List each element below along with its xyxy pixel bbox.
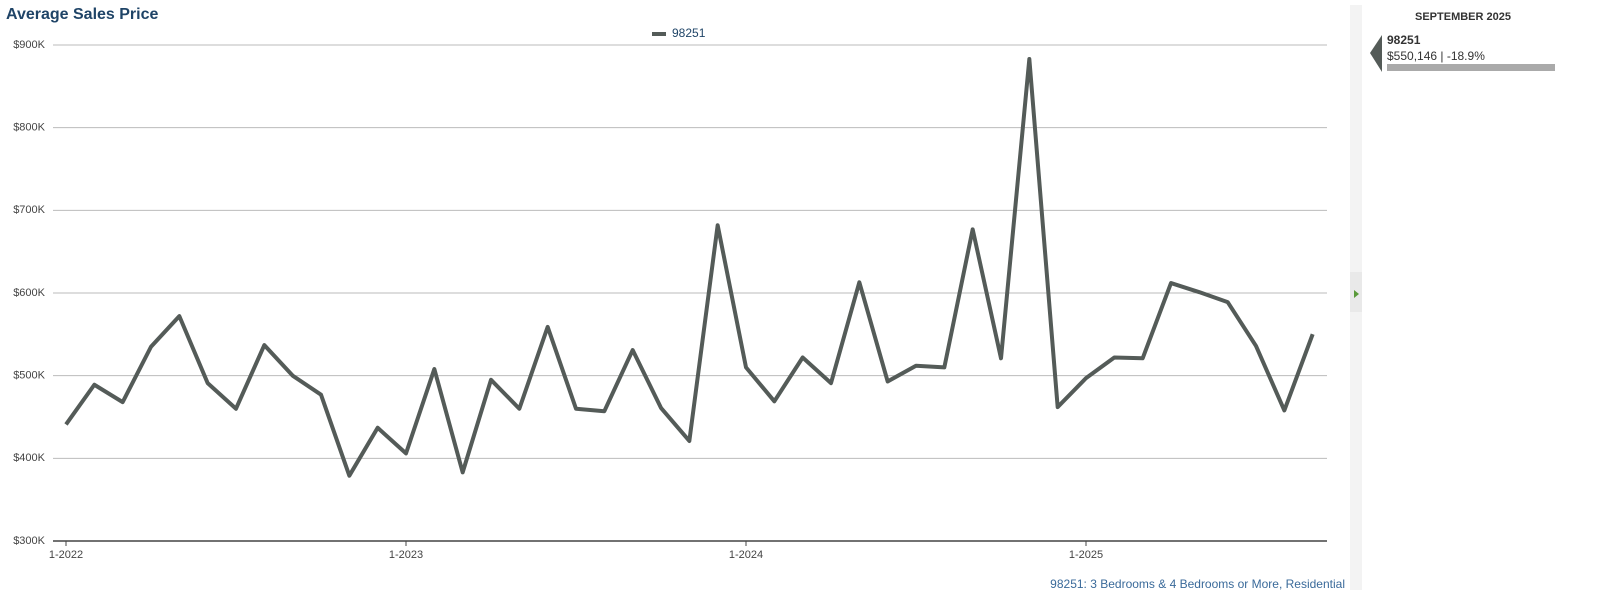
- chart-title: Average Sales Price: [6, 6, 159, 23]
- y-tick-label: $600K: [13, 287, 45, 299]
- y-tick-label: $800K: [13, 122, 45, 134]
- x-tick-label: 1-2022: [49, 549, 83, 561]
- footnote: 98251: 3 Bedrooms & 4 Bedrooms or More, …: [1050, 577, 1345, 591]
- panel-series: 98251: [1387, 33, 1421, 47]
- y-tick-label: $300K: [13, 535, 45, 547]
- panel-bar: [1387, 64, 1555, 71]
- y-tick-label: $400K: [13, 452, 45, 464]
- legend-label[interactable]: 98251: [672, 26, 706, 40]
- panel-date: SEPTEMBER 2025: [1415, 11, 1511, 23]
- toggle-arrow: [1354, 290, 1359, 298]
- panel-marker: [1370, 35, 1382, 72]
- y-tick-label: $500K: [13, 370, 45, 382]
- series-line: [64, 57, 1315, 478]
- x-tick-label: 1-2024: [729, 549, 763, 561]
- x-tick-label: 1-2023: [389, 549, 423, 561]
- panel-detail: $550,146 | -18.9%: [1387, 49, 1485, 63]
- x-tick-label: 1-2025: [1069, 549, 1103, 561]
- y-tick-label: $700K: [13, 204, 45, 216]
- y-tick-label: $900K: [13, 39, 45, 51]
